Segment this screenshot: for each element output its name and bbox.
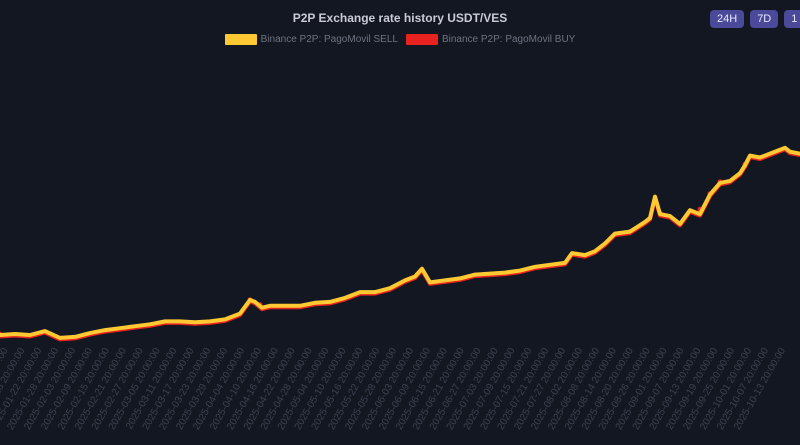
legend-swatch-sell: [224, 34, 257, 45]
range-24h-button[interactable]: 24H: [710, 10, 745, 28]
legend-item-buy[interactable]: Binance P2P: PagoMovil BUY: [405, 34, 576, 45]
legend-item-sell[interactable]: Binance P2P: PagoMovil SELL: [224, 34, 398, 45]
chart-legend: Binance P2P: PagoMovil SELL Binance P2P:…: [0, 34, 800, 45]
legend-label-buy: Binance P2P: PagoMovil BUY: [441, 34, 576, 45]
range-more-button[interactable]: 1: [784, 10, 800, 28]
time-range-buttons: 24H 7D 1: [710, 10, 800, 28]
legend-swatch-buy: [405, 34, 438, 45]
legend-label-sell: Binance P2P: PagoMovil SELL: [260, 34, 398, 45]
series-line-sell: [0, 145, 800, 340]
range-7d-button[interactable]: 7D: [750, 10, 779, 28]
series-line-buy: [0, 147, 800, 342]
chart-title: P2P Exchange rate history USDT/VES: [292, 11, 508, 25]
